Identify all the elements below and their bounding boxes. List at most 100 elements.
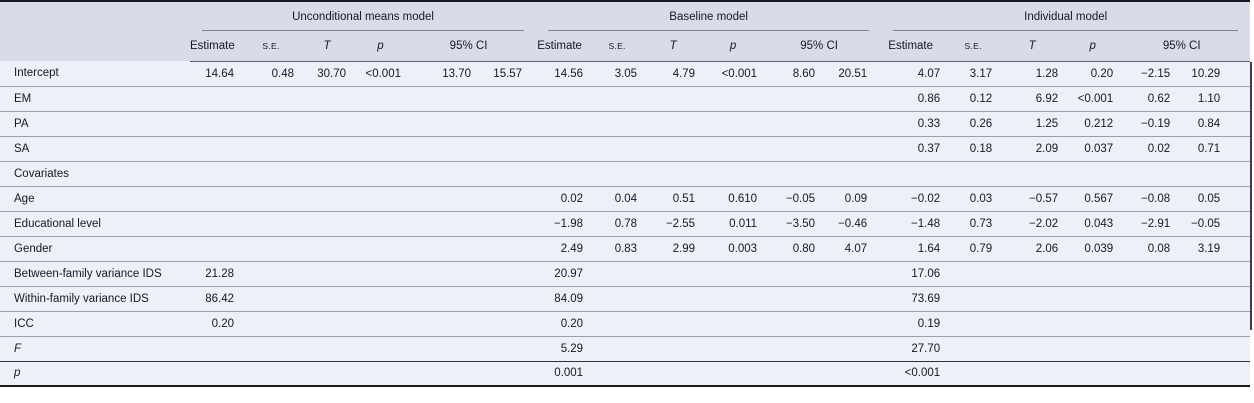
- row-label: p: [0, 360, 190, 386]
- cell: 0.26: [954, 110, 1007, 136]
- cell: [829, 85, 882, 111]
- col-t: T: [651, 31, 710, 62]
- cell: [308, 260, 360, 286]
- cell: −1.98: [536, 210, 598, 236]
- cell: [415, 85, 485, 111]
- row-label: Intercept: [0, 61, 190, 86]
- cell: [1127, 310, 1185, 336]
- cell: [829, 310, 882, 336]
- cell: 1.10: [1184, 85, 1251, 111]
- cell: [709, 160, 772, 186]
- cell: [597, 335, 652, 361]
- cell: [248, 135, 308, 161]
- cell: [536, 160, 598, 186]
- cell: 73.69: [881, 285, 955, 311]
- cell: −0.05: [771, 185, 830, 211]
- cell: 0.51: [651, 185, 710, 211]
- cell: [190, 185, 248, 211]
- cell: [248, 285, 308, 311]
- cell: [360, 360, 415, 386]
- cell: 0.19: [881, 310, 955, 336]
- cell: −2.91: [1127, 210, 1185, 236]
- cell: 0.20: [1072, 61, 1128, 86]
- cell: [308, 110, 360, 136]
- cell: [248, 160, 308, 186]
- cell: [597, 135, 652, 161]
- row-label: ICC: [0, 310, 190, 336]
- cell: [308, 210, 360, 236]
- cell: [709, 285, 772, 311]
- cell: [415, 160, 485, 186]
- cell: [597, 360, 652, 386]
- cell: [248, 235, 308, 261]
- cell: 2.49: [536, 235, 598, 261]
- cell: [1072, 335, 1128, 361]
- cell: [308, 310, 360, 336]
- cell: [190, 335, 248, 361]
- cell: [360, 210, 415, 236]
- cell: [1184, 360, 1251, 386]
- cell: 0.84: [1184, 110, 1251, 136]
- cell: [651, 310, 710, 336]
- table-row-educational-level: Educational level −1.98 0.78 −2.55 0.011 −3.…: [0, 210, 1251, 236]
- group-header-baseline: Baseline model: [536, 1, 882, 31]
- cell: 0.567: [1072, 185, 1128, 211]
- cell: [536, 135, 598, 161]
- cell: 3.05: [597, 61, 652, 86]
- col-se: s.e.: [954, 31, 1007, 62]
- cell: 0.08: [1127, 235, 1185, 261]
- cell: [954, 260, 1007, 286]
- cell: [248, 335, 308, 361]
- cell: [190, 235, 248, 261]
- cell: [1006, 285, 1073, 311]
- cell: 0.02: [1127, 135, 1185, 161]
- table-row-p-value: p 0.001 <0.001: [0, 360, 1251, 386]
- cell: 0.011: [709, 210, 772, 236]
- cell: 0.33: [881, 110, 955, 136]
- col-t: T: [1006, 31, 1073, 62]
- cell: 14.56: [536, 61, 598, 86]
- cell: [1184, 160, 1251, 186]
- cell: 0.18: [954, 135, 1007, 161]
- cell: [597, 285, 652, 311]
- cell: 0.043: [1072, 210, 1128, 236]
- cell: [360, 310, 415, 336]
- col-ci: 95% CI: [771, 31, 882, 62]
- cell: 30.70: [308, 61, 360, 86]
- cell: [360, 185, 415, 211]
- cell: [1072, 260, 1128, 286]
- table-row-between-family-variance: Between-family variance IDS 21.28 20.97 …: [0, 260, 1251, 286]
- cell: [308, 360, 360, 386]
- cell: 15.57: [485, 61, 537, 86]
- cell: 4.07: [829, 235, 882, 261]
- cell: [360, 135, 415, 161]
- cell: 0.212: [1072, 110, 1128, 136]
- cell: [360, 335, 415, 361]
- cell: [771, 85, 830, 111]
- cell: [415, 260, 485, 286]
- table-row-em: EM 0.86 0.12 6.92 <0.001 0.62 1.10: [0, 85, 1251, 111]
- col-estimate: Estimate: [881, 31, 955, 62]
- cell: [954, 310, 1007, 336]
- cell: 2.06: [1006, 235, 1073, 261]
- cell: [248, 360, 308, 386]
- cell: −0.08: [1127, 185, 1185, 211]
- cell: 3.17: [954, 61, 1007, 86]
- cell: [536, 110, 598, 136]
- cell: [651, 135, 710, 161]
- cell: [771, 360, 830, 386]
- cell: [308, 135, 360, 161]
- cell: [1184, 335, 1251, 361]
- col-ci: 95% CI: [1127, 31, 1251, 62]
- group-label: Unconditional means model: [202, 11, 525, 31]
- cell: [248, 85, 308, 111]
- cell: [485, 235, 537, 261]
- cell: 0.02: [536, 185, 598, 211]
- col-se: s.e.: [597, 31, 652, 62]
- cell: [360, 110, 415, 136]
- cell: 0.12: [954, 85, 1007, 111]
- cell: 27.70: [881, 335, 955, 361]
- cell: [1072, 285, 1128, 311]
- cell: [415, 285, 485, 311]
- cell: [597, 110, 652, 136]
